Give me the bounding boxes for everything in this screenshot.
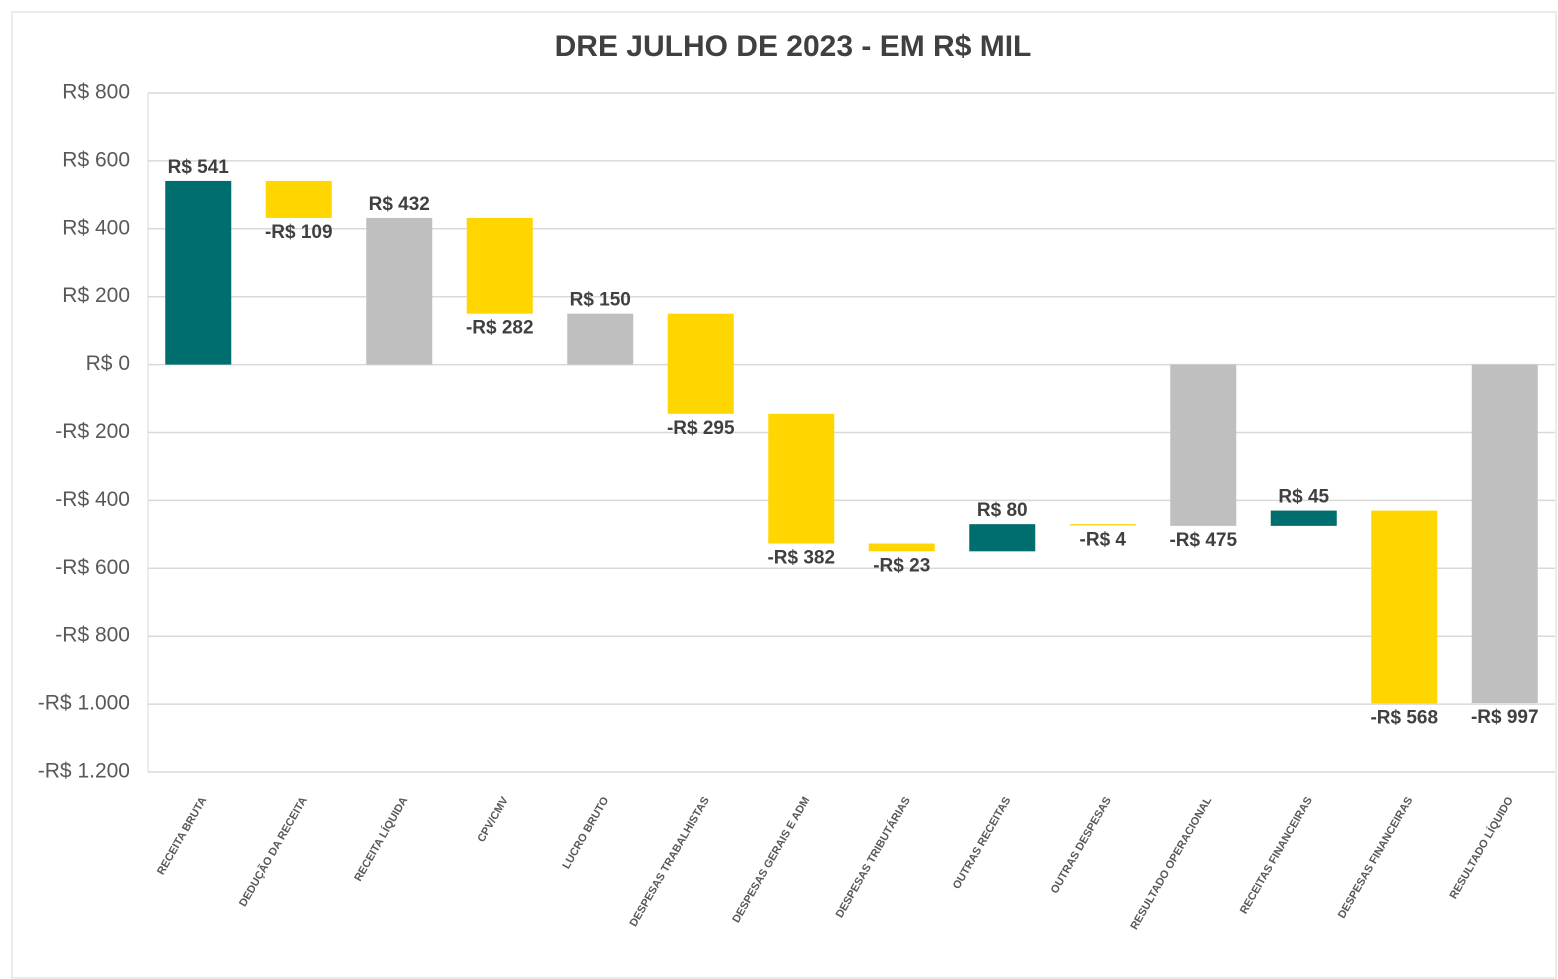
- data-label: -R$ 282: [466, 318, 534, 339]
- bar: [1471, 364, 1538, 704]
- y-tick-label: -R$ 200: [55, 420, 130, 443]
- data-label: -R$ 382: [767, 548, 835, 569]
- data-label: -R$ 475: [1169, 530, 1237, 551]
- data-label: R$ 80: [977, 500, 1028, 521]
- bar: [265, 180, 332, 218]
- y-tick-label: R$ 400: [62, 216, 130, 239]
- data-label: -R$ 4: [1080, 530, 1127, 551]
- bar: [768, 413, 835, 544]
- bar: [1069, 524, 1136, 526]
- chart-title: DRE JULHO DE 2023 - EM R$ MIL: [555, 30, 1032, 63]
- data-label: R$ 150: [570, 290, 631, 311]
- bar: [366, 217, 433, 365]
- y-tick-label: -R$ 1.000: [38, 692, 130, 715]
- y-tick-label: -R$ 600: [55, 556, 130, 579]
- data-label: R$ 541: [168, 157, 230, 178]
- data-label: -R$ 109: [265, 222, 333, 243]
- bar: [1170, 364, 1237, 526]
- y-tick-label: R$ 200: [62, 284, 130, 307]
- bar: [667, 313, 734, 414]
- bar: [567, 313, 634, 365]
- data-label: -R$ 295: [667, 418, 735, 439]
- data-label: R$ 45: [1278, 487, 1329, 508]
- data-label: -R$ 568: [1370, 707, 1438, 728]
- y-tick-label: R$ 600: [62, 148, 130, 171]
- data-label: -R$ 997: [1471, 707, 1539, 728]
- y-tick-label: R$ 0: [86, 352, 130, 375]
- y-tick-label: R$ 800: [62, 81, 130, 104]
- bar: [1371, 510, 1438, 704]
- data-label: -R$ 23: [873, 555, 930, 576]
- data-label: R$ 432: [369, 194, 430, 215]
- bar: [165, 180, 232, 365]
- bar: [466, 217, 533, 314]
- y-tick-label: -R$ 800: [55, 624, 130, 647]
- y-tick-label: -R$ 1.200: [38, 760, 130, 783]
- y-tick-label: -R$ 400: [55, 488, 130, 511]
- bar: [969, 524, 1036, 552]
- bar: [1270, 510, 1337, 526]
- bar: [868, 543, 935, 552]
